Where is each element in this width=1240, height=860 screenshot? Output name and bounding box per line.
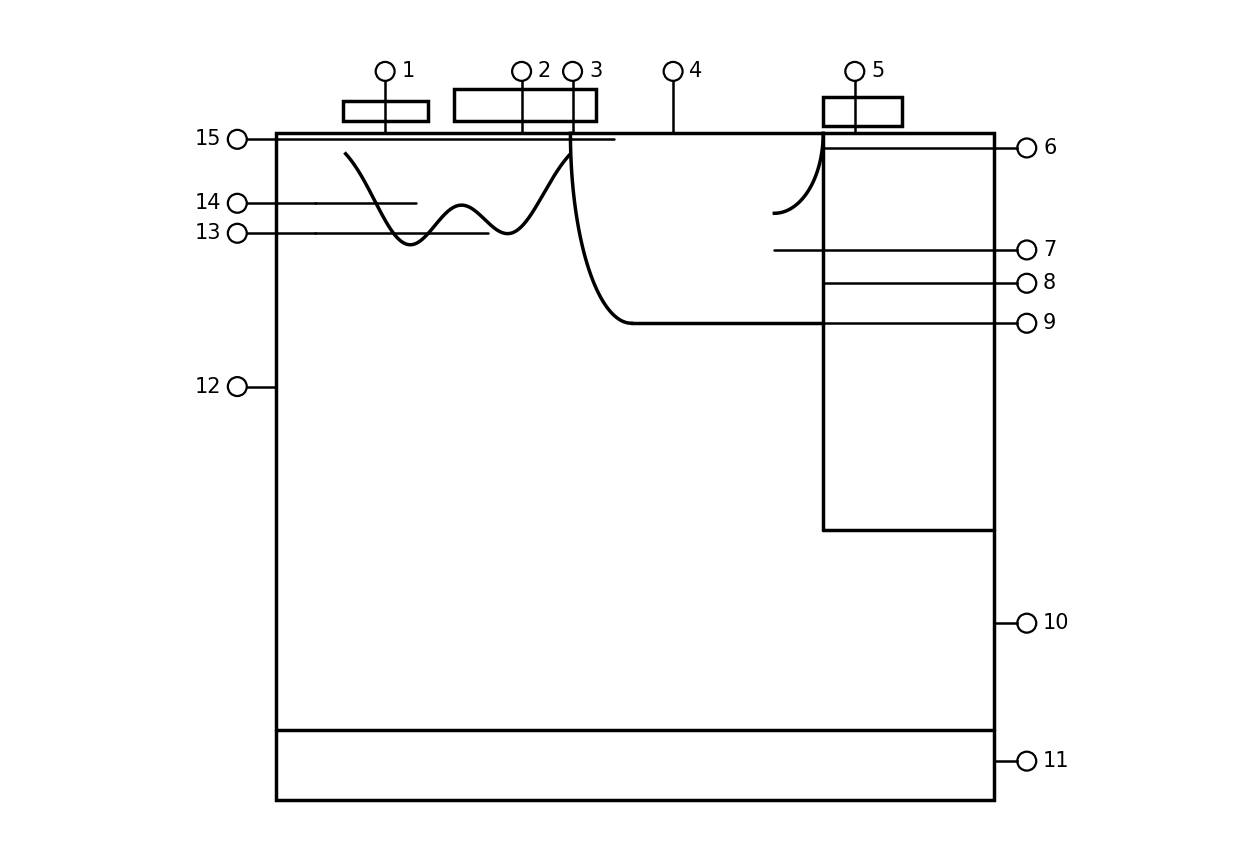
Text: 11: 11 [1043,751,1070,771]
Text: 3: 3 [589,61,603,82]
Bar [277,133,994,800]
Text: 12: 12 [195,377,221,396]
Bar [454,89,596,121]
Text: 4: 4 [689,61,703,82]
Text: 5: 5 [872,61,884,82]
Bar [823,97,903,126]
Text: 7: 7 [1043,240,1056,260]
Text: 8: 8 [1043,273,1056,293]
Text: 9: 9 [1043,313,1056,334]
Text: 13: 13 [195,224,221,243]
Text: 14: 14 [195,194,221,213]
Text: 15: 15 [195,129,221,150]
Text: 10: 10 [1043,613,1070,633]
Text: 2: 2 [538,61,552,82]
Text: 1: 1 [402,61,414,82]
Text: 6: 6 [1043,138,1056,158]
Bar [342,101,428,121]
